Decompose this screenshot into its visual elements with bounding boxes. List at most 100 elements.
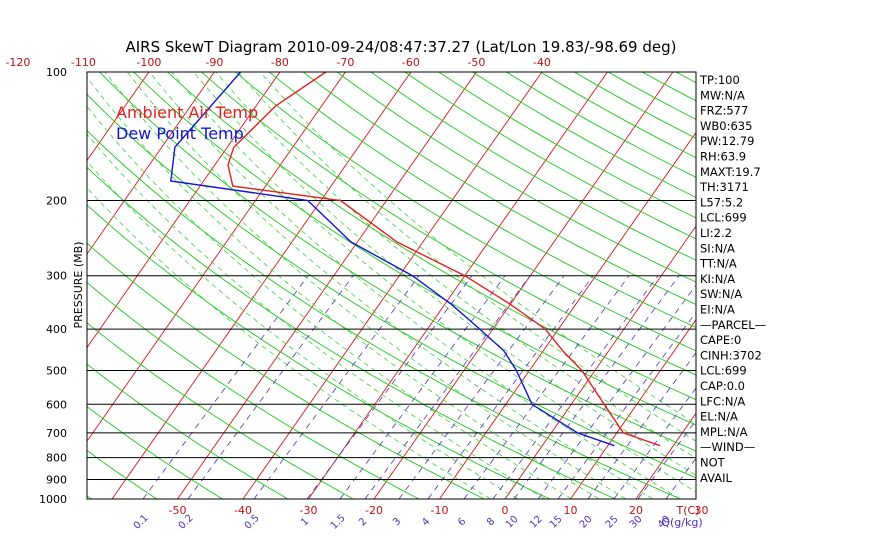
moist-adiabat-line	[87, 161, 519, 499]
pressure-tick-label: 200	[46, 195, 67, 208]
index-readout: L57:5.2	[700, 195, 743, 209]
bottom-axis-unit: T(C)	[676, 504, 700, 517]
moist-adiabat-line	[126, 72, 654, 499]
dry-adiabat-line	[87, 363, 289, 499]
bottom-temp-tick-label: -10	[431, 504, 449, 517]
top-temp-tick-label: -60	[402, 56, 420, 69]
top-temp-tick-label: -40	[533, 56, 551, 69]
mixing-ratio-line	[587, 352, 696, 499]
dry-adiabat-line	[87, 242, 486, 499]
mixing-ratio-unit: Q(g/kg)	[661, 516, 702, 529]
bottom-temp-tick-label: 20	[629, 504, 643, 517]
dry-adiabat-line	[87, 166, 617, 499]
dry-adiabat-line	[234, 72, 696, 352]
dry-adiabat-line	[87, 406, 224, 499]
pressure-tick-label: 300	[46, 270, 67, 283]
top-temp-tick-label: -110	[71, 56, 96, 69]
bottom-temp-tick-label: -30	[300, 504, 318, 517]
isotherm-line	[87, 72, 346, 442]
index-readout: MAXT:19.7	[700, 165, 761, 179]
mixing-ratio-line	[306, 275, 473, 499]
bottom-temp-tick-label: 30	[695, 504, 709, 517]
dry-adiabat-line	[87, 281, 420, 499]
moist-adiabat-line	[259, 72, 696, 425]
index-readout: SI:N/A	[700, 241, 735, 255]
isotherm-line	[87, 72, 150, 162]
chart-title: AIRS SkewT Diagram 2010-09-24/08:47:37.2…	[125, 38, 676, 56]
dry-adiabat-line	[87, 449, 158, 499]
index-readout: SW:N/A	[700, 287, 742, 301]
index-readout: MW:N/A	[700, 88, 745, 102]
pressure-tick-label: 700	[46, 427, 67, 440]
isotherm-line	[439, 131, 696, 499]
moist-adiabat-line	[171, 72, 696, 493]
pressure-tick-label: 900	[46, 473, 67, 486]
mixing-ratio-line	[398, 275, 565, 499]
mixing-ratio-line	[613, 387, 696, 499]
mixing-ratio-line	[427, 275, 594, 499]
isotherm-line	[504, 225, 696, 499]
index-readout: CAP:0.0	[700, 379, 745, 393]
isotherm-line	[111, 72, 412, 499]
index-readout: TP:100	[699, 73, 740, 87]
index-readout: RH:63.9	[700, 150, 746, 164]
dry-adiabat-line	[99, 72, 696, 452]
bottom-temp-tick-label: 0	[502, 504, 509, 517]
dry-adiabat-line	[200, 72, 696, 376]
bottom-temp-tick-label: -40	[234, 504, 252, 517]
dry-adiabat-line	[132, 72, 696, 426]
pressure-tick-label: 800	[46, 452, 67, 465]
index-readout: LI:2.2	[700, 226, 732, 240]
mixing-ratio-line	[364, 275, 531, 499]
index-readout: PW:12.79	[700, 134, 754, 148]
bottom-temp-tick-label: -50	[169, 504, 187, 517]
pressure-tick-label: 600	[46, 398, 67, 411]
top-temp-tick-label: -100	[136, 56, 161, 69]
pressure-tick-label: 500	[46, 364, 67, 377]
index-readout: FRZ:577	[700, 104, 748, 118]
legend-dewpoint-label: Dew Point Temp	[116, 124, 244, 143]
top-temp-tick-label: -50	[467, 56, 485, 69]
top-temp-tick-label: -90	[205, 56, 223, 69]
mixing-ratio-line	[187, 275, 354, 499]
dew-point-temp-line	[170, 72, 615, 447]
index-readout: —WIND—	[700, 440, 755, 454]
dry-adiabat-line	[370, 72, 696, 261]
moist-adiabat-line	[87, 76, 600, 499]
moist-adiabat-line	[237, 72, 696, 442]
mixing-ratio-line	[537, 284, 696, 499]
mixing-ratio-line	[339, 275, 506, 499]
mixing-ratio-line	[513, 275, 680, 499]
index-readout: EI:N/A	[700, 303, 735, 317]
index-readout: MPL:N/A	[700, 425, 748, 439]
bottom-temp-tick-label: -20	[365, 504, 383, 517]
index-readout: LFC:N/A	[700, 394, 745, 408]
index-readout: KI:N/A	[700, 272, 735, 286]
pressure-tick-label: 100	[46, 66, 67, 79]
index-readout: NOT	[700, 456, 726, 470]
top-temp-tick-label: -120	[5, 56, 30, 69]
mixing-ratio-line	[637, 419, 696, 499]
pressure-tick-label: 400	[46, 323, 67, 336]
index-readout: LCL:699	[700, 364, 747, 378]
mixing-ratio-line	[463, 275, 630, 499]
index-readout: WB0:635	[700, 119, 752, 133]
moist-adiabat-line	[193, 72, 696, 476]
dry-adiabat-line	[166, 72, 696, 401]
index-readout: AVAIL	[700, 471, 733, 485]
legend-ambient-label: Ambient Air Temp	[116, 103, 258, 122]
isotherm-line	[308, 72, 608, 499]
moist-adiabat-line	[87, 133, 546, 499]
top-temp-tick-label: -70	[336, 56, 354, 69]
dry-adiabat-line	[336, 72, 696, 283]
pressure-tick-label: 1000	[39, 493, 67, 506]
mixing-ratio-line	[492, 275, 659, 499]
moist-adiabat-line	[104, 72, 627, 499]
dry-adiabat-line	[87, 204, 551, 499]
moist-adiabat-line	[87, 105, 573, 499]
isotherm-line	[373, 72, 674, 499]
moist-adiabat-line	[87, 187, 492, 499]
ambient-air-temp-line	[227, 72, 661, 447]
